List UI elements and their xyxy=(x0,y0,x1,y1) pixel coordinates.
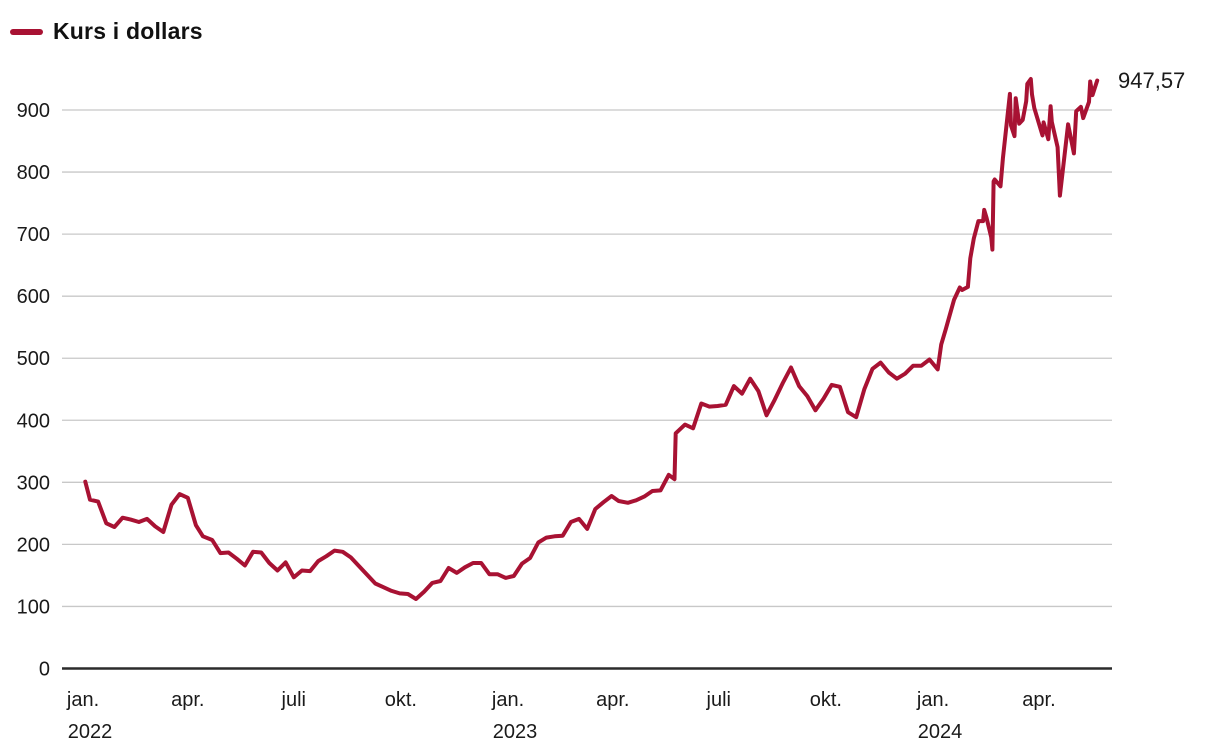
legend-label: Kurs i dollars xyxy=(53,18,203,44)
y-tick-label: 400 xyxy=(17,410,50,432)
last-value-label: 947,57 xyxy=(1118,68,1186,93)
x-tick-label: juli xyxy=(706,689,731,711)
x-tick-label: jan. xyxy=(491,689,524,711)
price-line xyxy=(83,77,1100,601)
legend-line-icon xyxy=(10,28,43,35)
y-tick-label: 200 xyxy=(17,534,50,556)
y-tick-label: 600 xyxy=(17,286,50,308)
x-tick-year-label: 2023 xyxy=(493,721,538,743)
y-tick-label: 900 xyxy=(17,100,50,122)
y-tick-label: 0 xyxy=(39,659,50,681)
x-tick-label: okt. xyxy=(385,689,417,711)
x-tick-year-label: 2022 xyxy=(68,721,113,743)
x-tick-label: juli xyxy=(281,689,306,711)
x-tick-label: apr. xyxy=(171,689,204,711)
y-tick-label: 300 xyxy=(17,472,50,494)
y-tick-label: 700 xyxy=(17,224,50,246)
legend: Kurs i dollars xyxy=(10,18,203,45)
x-tick-label: jan. xyxy=(916,689,949,711)
x-tick-label: okt. xyxy=(810,689,842,711)
y-tick-label: 800 xyxy=(17,162,50,184)
y-tick-label: 500 xyxy=(17,348,50,370)
x-tick-label: apr. xyxy=(1022,689,1055,711)
y-tick-label: 100 xyxy=(17,596,50,618)
x-tick-label: apr. xyxy=(596,689,629,711)
x-tick-year-label: 2024 xyxy=(918,721,963,743)
x-tick-label: jan. xyxy=(66,689,99,711)
